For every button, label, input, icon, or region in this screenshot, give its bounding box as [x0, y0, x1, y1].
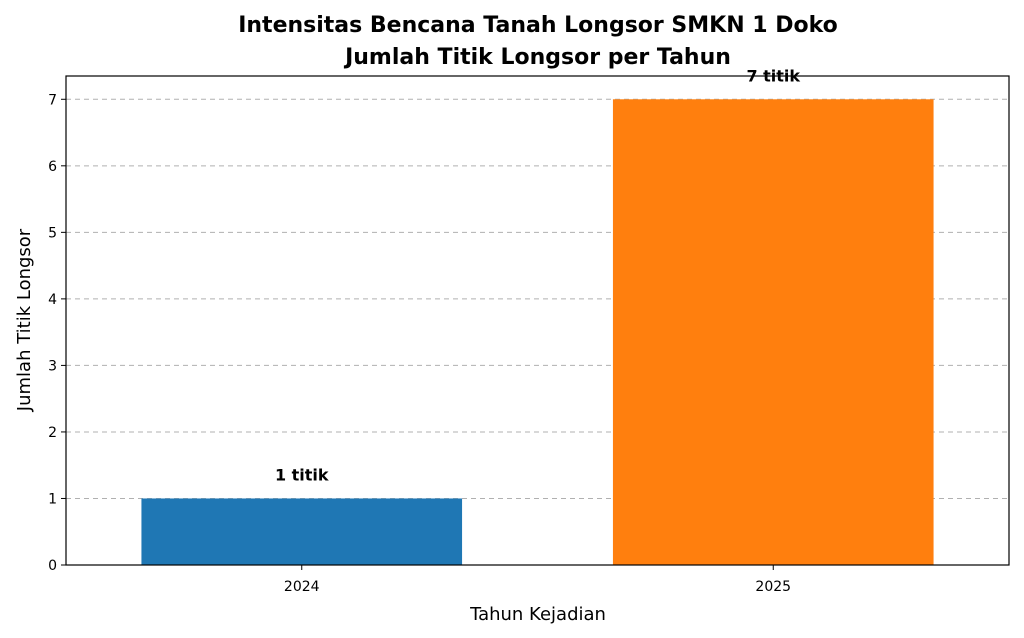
x-axis-label: Tahun Kejadian: [469, 604, 606, 625]
y-tick-label: 3: [48, 358, 57, 374]
y-tick-label: 2: [48, 425, 57, 441]
bar-2024: [141, 498, 463, 565]
data-label-2024: 1 titik: [275, 465, 329, 484]
y-tick-label: 0: [48, 558, 57, 574]
chart-title-line2: Jumlah Titik Longsor per Tahun: [343, 45, 731, 70]
x-tick-label: 2024: [284, 579, 320, 595]
y-axis-label: Jumlah Titik Longsor: [14, 228, 35, 412]
bars: [141, 99, 934, 566]
y-tick-label: 4: [48, 292, 57, 308]
x-axis-ticks: 2024 2025: [284, 565, 791, 595]
y-tick-label: 1: [48, 491, 57, 507]
grid-lines: [66, 98, 1009, 499]
x-tick-label: 2025: [755, 579, 791, 595]
y-tick-label: 6: [48, 159, 57, 175]
plot-frame: [65, 75, 1010, 566]
bar-2025: [612, 99, 934, 566]
y-tick-label: 7: [48, 92, 57, 108]
y-axis-ticks: 0 1 2 3 4 5 6 7: [48, 92, 66, 574]
chart-title-line1: Intensitas Bencana Tanah Longsor SMKN 1 …: [238, 13, 838, 38]
y-tick-label: 5: [48, 225, 57, 241]
